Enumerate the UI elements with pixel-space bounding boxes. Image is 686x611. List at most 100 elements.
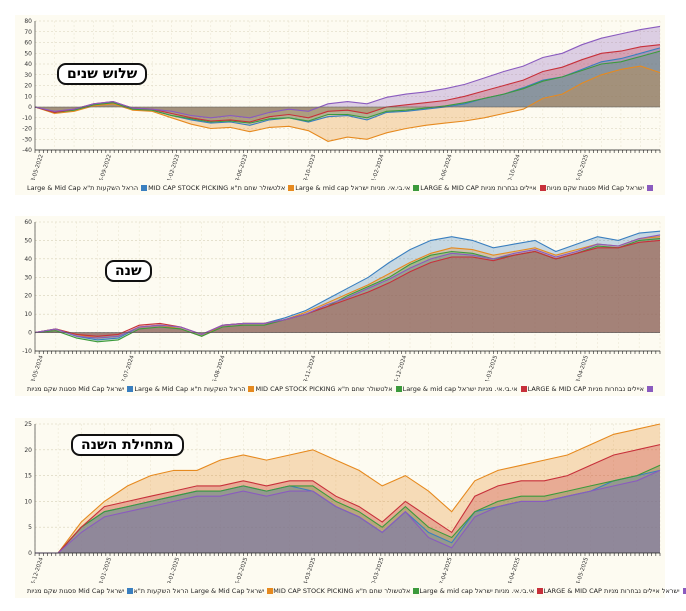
legend-item: ישראל איילים נבחרות מניות LARGE & MID CA…: [543, 587, 686, 595]
legend-item: ישראל Mid Cap פסגות שקם מניות: [547, 184, 653, 192]
series-line-4: [34, 234, 661, 339]
x-tick-label: 24-04-2025: [506, 556, 522, 583]
series-line-3: [34, 239, 661, 337]
legend-swatch: [520, 386, 527, 392]
series-line-3: [35, 444, 661, 554]
chart-title-badge: מתחילת השנה: [71, 434, 184, 456]
y-tick-label: 10: [24, 93, 32, 100]
series-area-0: [35, 470, 660, 553]
legend-swatch: [539, 185, 546, 191]
series-area-2: [35, 238, 660, 342]
series-area-4: [35, 26, 660, 118]
series-area-3: [35, 240, 660, 337]
legend-swatch: [248, 386, 255, 392]
chart-one-year: -10 0 10 20 30 40 50 60 28-05-2024 17-07-2024 25-0…: [22, 219, 661, 381]
legend-label: ישראל איילים נבחרות מניות LARGE & MID CA…: [543, 587, 680, 595]
y-tick-label: 10: [24, 311, 32, 318]
chart-title-badge: שלוש שנים: [57, 63, 148, 85]
y-tick-label: 30: [24, 274, 32, 281]
legend-label: אלטשולר שחם ת"א MID CAP STOCK PICKING: [273, 587, 411, 595]
y-tick-label: -10: [22, 348, 32, 355]
y-tick-label: 60: [24, 219, 32, 226]
y-tick-label: 50: [24, 237, 32, 244]
series-area-0: [35, 47, 660, 126]
chart-three-years: -40 -30 -20 -10 0 10 20 30 40 50 60 70 80 28-05-2022 2…: [22, 18, 661, 180]
x-tick-label: 25-08-2024: [211, 354, 227, 381]
series-area-1: [35, 424, 660, 553]
legend-swatch: [537, 588, 544, 594]
legend-swatch: [682, 588, 686, 594]
series-area-2: [35, 51, 660, 124]
y-tick-label: -30: [22, 136, 32, 143]
legend-item: איילים נבחרות מניות LARGE & MID CAP: [528, 385, 653, 393]
y-tick-label: 0: [28, 550, 32, 557]
series-line-2: [35, 464, 661, 554]
series-area-3: [35, 44, 660, 123]
legend-item: הראל השקעות ת"א Large & Mid Cap: [27, 184, 148, 192]
chart-legend: ישראל Mid Cap פסגות שקם מניות ישראל Large…: [15, 584, 686, 598]
legend-label: אי.בי.אי. מניות ישראל Large & mid cap: [295, 184, 411, 192]
legend-item: אי.בי.אי. מניות ישראל Large & mid cap: [403, 385, 527, 393]
y-tick-label: 20: [24, 293, 32, 300]
y-tick-label: 50: [24, 50, 32, 57]
legend-item: אלטשולר שחם ת"א MID CAP STOCK PICKING: [148, 184, 295, 192]
y-tick-label: -20: [22, 126, 32, 133]
y-tick-label: 70: [24, 29, 32, 36]
x-tick-label: 16-02-2025: [234, 556, 250, 583]
x-tick-label: 28-05-2022: [29, 154, 45, 180]
x-tick-label: 11-03-2025: [483, 354, 499, 381]
legend-swatch: [646, 386, 653, 392]
x-tick-label: 10-10-2024: [506, 153, 522, 180]
y-tick-label: 10: [24, 498, 32, 505]
y-tick-label: 15: [24, 473, 32, 480]
legend-swatch: [127, 588, 134, 594]
legend-label: איילים נבחרות מניות LARGE & MID CAP: [527, 385, 644, 393]
x-tick-label: 08-06-2023: [234, 153, 250, 180]
legend-item: אלטשולר שחם ת"א MID CAP STOCK PICKING: [273, 587, 420, 595]
x-tick-label: 13-01-2025: [97, 556, 113, 583]
x-tick-label: 25-12-2024: [393, 354, 409, 381]
x-tick-label: 13-11-2024: [302, 354, 318, 381]
y-tick-label: 40: [24, 256, 32, 263]
series-area-1: [35, 236, 660, 339]
chart-legend: הראל השקעות ת"א Large & Mid Cap אלטשולר ש…: [15, 181, 665, 195]
y-tick-label: 5: [28, 524, 32, 531]
y-tick-label: 20: [24, 83, 32, 90]
legend-item: ישראל Mid Cap פסגות שקם מניות: [27, 385, 134, 393]
y-tick-label: 30: [24, 72, 32, 79]
legend-item: אי.בי.אי. מניות ישראל Large & mid cap: [419, 587, 544, 595]
chart-legend: ישראל Mid Cap פסגות שקם מניות הראל השקעות…: [15, 382, 665, 396]
y-tick-label: 20: [24, 447, 32, 454]
legend-label: ישראל Mid Cap פסגות שקם מניות: [27, 587, 125, 595]
legend-swatch: [267, 588, 274, 594]
x-tick-label: 29-01-2025: [166, 556, 182, 583]
y-tick-label: -10: [22, 115, 32, 122]
x-tick-label: 07-04-2025: [438, 556, 454, 583]
x-tick-label: 20-03-2025: [370, 556, 386, 583]
legend-swatch: [288, 185, 295, 191]
chart-year-to-date: 0 5 10 15 20 25 26-12-2024 13-01-2025 29-01-2025…: [24, 421, 661, 583]
legend-swatch: [413, 588, 420, 594]
x-tick-label: 17-07-2024: [120, 354, 136, 381]
x-tick-label: 04-03-2025: [302, 556, 318, 583]
legend-label: אי.בי.אי. מניות ישראל Large & mid cap: [402, 385, 518, 393]
y-tick-label: 80: [24, 18, 32, 25]
chart-panel-three-years: -40 -30 -20 -10 0 10 20 30 40 50 60 70 80 28-05-2022 2…: [15, 15, 665, 195]
legend-label: אלטשולר שחם ת"א MID CAP STOCK PICKING: [255, 385, 393, 393]
y-tick-label: 40: [24, 61, 32, 68]
legend-swatch: [127, 386, 134, 392]
series-line-4: [34, 25, 661, 119]
chart-title-badge: שנה: [105, 260, 152, 282]
legend-label: ישראל Large & Mid Cap הראל השקעות ת"א: [133, 587, 265, 595]
x-tick-label: 23-04-2025: [574, 354, 590, 381]
x-tick-label: 01-02-2023: [166, 153, 182, 180]
series-area-4: [35, 234, 660, 339]
legend-label: אלטשולר שחם ת"א MID CAP STOCK PICKING: [148, 184, 286, 192]
x-tick-label: 28-05-2024: [29, 354, 45, 381]
chart-panel-ytd: 0 5 10 15 20 25 26-12-2024 13-01-2025 29-01-2025…: [15, 418, 686, 598]
legend-item: איילים נבחרות מניות LARGE & MID CAP: [420, 184, 546, 192]
legend-label: ישראל Mid Cap פסגות שקם מניות: [27, 385, 125, 393]
legend-label: הראל השקעות ת"א Large & Mid Cap: [27, 184, 139, 192]
chart-panel-one-year: -10 0 10 20 30 40 50 60 28-05-2024 17-07-2024 25-0…: [15, 216, 665, 396]
y-tick-label: -40: [22, 147, 32, 154]
